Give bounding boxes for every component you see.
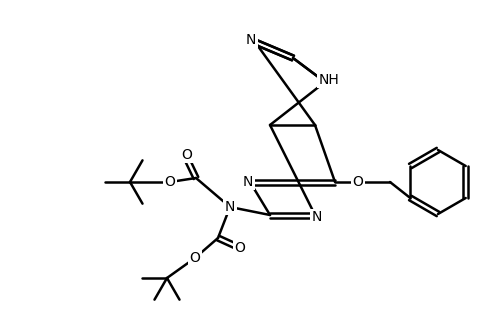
Text: O: O bbox=[234, 241, 246, 255]
Text: N: N bbox=[225, 200, 235, 214]
Text: O: O bbox=[352, 175, 364, 189]
Text: O: O bbox=[164, 175, 175, 189]
Text: N: N bbox=[312, 210, 322, 224]
Text: N: N bbox=[243, 175, 253, 189]
Text: N: N bbox=[246, 33, 256, 47]
Text: O: O bbox=[190, 251, 200, 265]
Text: NH: NH bbox=[318, 73, 340, 87]
Text: O: O bbox=[182, 148, 192, 162]
